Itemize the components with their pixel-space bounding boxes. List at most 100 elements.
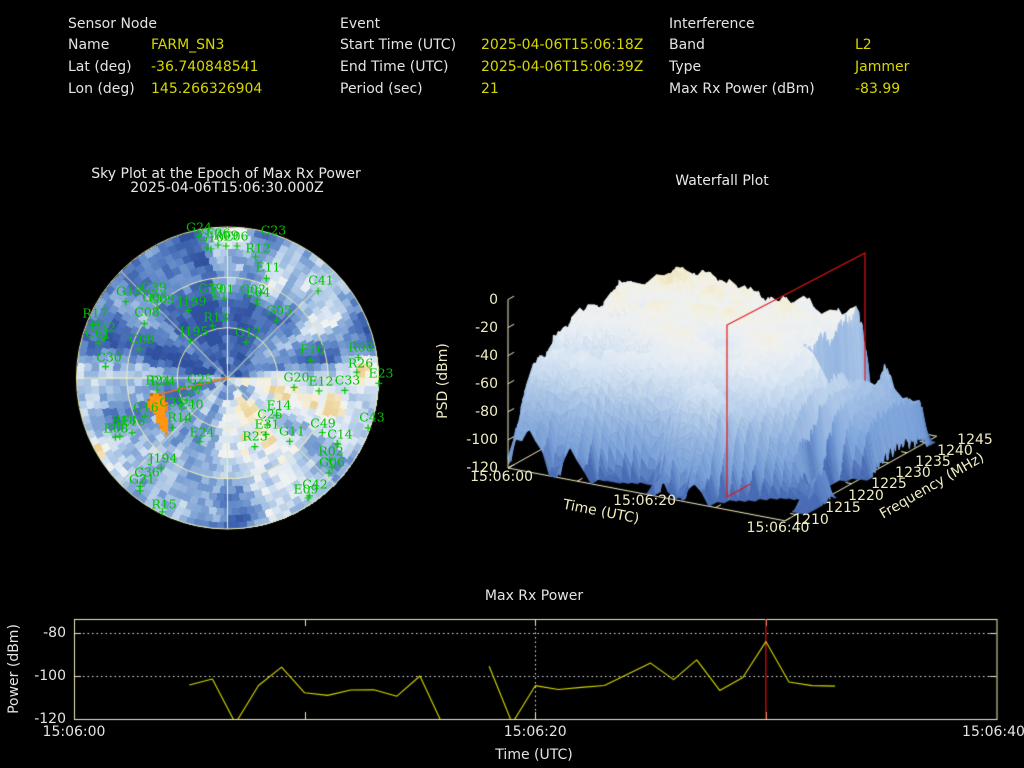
header-field-value: FARM_SN3 xyxy=(151,37,225,53)
satellite-label: C33 xyxy=(334,372,361,388)
satellite-label: G02 xyxy=(240,281,266,296)
satellite-label: E16 xyxy=(120,413,146,429)
header-field-value: 21 xyxy=(481,81,499,97)
satellite-label: C23 xyxy=(260,222,287,237)
header-field-value: 2025-04-06T15:06:39Z xyxy=(481,59,644,75)
waterfall-ztick-label: -120 xyxy=(466,460,498,476)
satellite-label: R15 xyxy=(151,496,177,511)
linechart-xtick-label: 15:06:40 xyxy=(962,724,1024,740)
satellite-label: G05 xyxy=(266,302,292,318)
satellite-label: E08 xyxy=(103,420,129,436)
satellite-label: E09 xyxy=(293,481,319,497)
waterfall-title: Waterfall Plot xyxy=(675,173,769,189)
waterfall-time-label: 15:06:20 xyxy=(613,493,677,510)
satellite-label: C42 xyxy=(302,476,328,492)
satellite-label: C16 xyxy=(133,399,159,415)
header-field-label: Name xyxy=(68,37,110,53)
header-field-value: 2025-04-06T15:06:18Z xyxy=(481,37,644,53)
header-field-value: 145.266326904 xyxy=(151,81,263,97)
header-section-title: Sensor Node xyxy=(68,16,157,32)
satellite-label: E31 xyxy=(254,416,280,432)
satellite-label: C41 xyxy=(308,272,334,288)
satellite-label: J199 xyxy=(177,293,207,309)
satellite-label: G39 xyxy=(141,279,167,295)
satellite-label: R12 xyxy=(245,240,271,256)
header-field-value: Jammer xyxy=(855,59,910,75)
satellite-label: C08 xyxy=(134,304,160,320)
waterfall-ztick-label: -40 xyxy=(475,347,498,364)
header-section-title: Event xyxy=(340,16,381,32)
satellite-label: C30 xyxy=(96,349,122,365)
header-field-label: Max Rx Power (dBm) xyxy=(669,81,815,97)
waterfall-ztick-label: -60 xyxy=(475,375,498,392)
skyplot-title: Sky Plot at the Epoch of Max Rx Power xyxy=(91,166,361,182)
header-section-title: Interference xyxy=(669,16,755,32)
satellite-label: C35 xyxy=(159,394,185,410)
header-field-value: L2 xyxy=(855,37,872,53)
linechart-xtick-label: 15:06:20 xyxy=(503,724,567,740)
satellite-label: R18 xyxy=(111,412,137,428)
satellite-label: R24 xyxy=(145,372,171,388)
waterfall-time-label: 15:06:00 xyxy=(470,469,534,486)
satellite-label: C59 xyxy=(198,280,224,296)
header-field-label: Band xyxy=(669,37,705,53)
waterfall-freq-label: 1225 xyxy=(871,476,907,493)
satellite-label: C09 xyxy=(129,331,155,347)
satellite-label: E01 xyxy=(209,281,235,297)
satellite-label: G20 xyxy=(283,369,310,385)
header-field-label: Lat (deg) xyxy=(68,59,132,75)
satellite-label: E14 xyxy=(266,397,292,412)
satellite-label: E23 xyxy=(368,365,394,381)
satellite-label: E36 xyxy=(205,225,231,241)
satellite-label: R02 xyxy=(318,443,344,459)
header-field-label: Lon (deg) xyxy=(68,81,135,97)
satellite-label: C36 xyxy=(134,464,160,479)
satellite-label: R26 xyxy=(347,355,374,370)
waterfall-z-axis-title: PSD (dBm) xyxy=(435,343,451,419)
satellite-label: R23 xyxy=(242,428,268,444)
satellite-label: J195 xyxy=(179,323,209,338)
satellite-label: G21 xyxy=(129,471,155,487)
waterfall-freq-label: 1240 xyxy=(937,443,973,460)
satellite-label: R14 xyxy=(167,409,193,425)
header-field-value: -83.99 xyxy=(855,81,901,97)
header-field-label: Start Time (UTC) xyxy=(340,37,457,53)
satellite-label: R13 xyxy=(203,309,229,324)
satellite-label: E06 xyxy=(223,228,249,244)
satellite-label: E24 xyxy=(189,424,215,440)
satellite-label: C27 xyxy=(177,382,203,398)
waterfall-ztick-label: -20 xyxy=(475,319,498,336)
waterfall-time-label: 15:06:40 xyxy=(746,519,810,536)
waterfall-ztick-label: -100 xyxy=(466,431,498,448)
satellite-label: G10 xyxy=(198,229,224,245)
satellite-label: R08 xyxy=(348,339,374,355)
satellite-label: E11 xyxy=(255,259,281,274)
satellite-label: G11 xyxy=(279,423,305,439)
linechart-xtick-label: 15:06:00 xyxy=(42,724,106,740)
satellite-label: G09 xyxy=(149,291,175,307)
waterfall-freq-label: 1230 xyxy=(895,464,931,481)
linechart-x-axis-title: Time (UTC) xyxy=(495,747,573,763)
satellite-label: E40 xyxy=(178,396,204,412)
header-field-value: -36.740848541 xyxy=(151,59,259,75)
linechart-ytick-label: -100 xyxy=(34,667,66,684)
satellite-label: R04 xyxy=(150,373,176,388)
waterfall-ztick-label: 0 xyxy=(489,291,498,308)
linechart-ytick-label: -80 xyxy=(43,624,66,641)
satellite-label: E10 xyxy=(299,341,326,357)
satellite-label: E04 xyxy=(245,284,271,299)
waterfall-ztick-label: -80 xyxy=(475,403,498,420)
satellite-label: C05 xyxy=(142,289,168,305)
satellite-label: C14 xyxy=(327,426,353,442)
header-field-label: End Time (UTC) xyxy=(340,59,449,75)
satellite-label: J194 xyxy=(148,450,178,466)
waterfall-freq-label: 1210 xyxy=(793,512,829,529)
satellite-label: C43 xyxy=(359,409,385,425)
header-field-label: Type xyxy=(669,59,702,75)
linechart-title: Max Rx Power xyxy=(484,588,584,604)
satellite-label: G25 xyxy=(187,371,213,387)
satellite-label: C49 xyxy=(310,415,336,431)
satellite-label: C25 xyxy=(257,406,283,421)
